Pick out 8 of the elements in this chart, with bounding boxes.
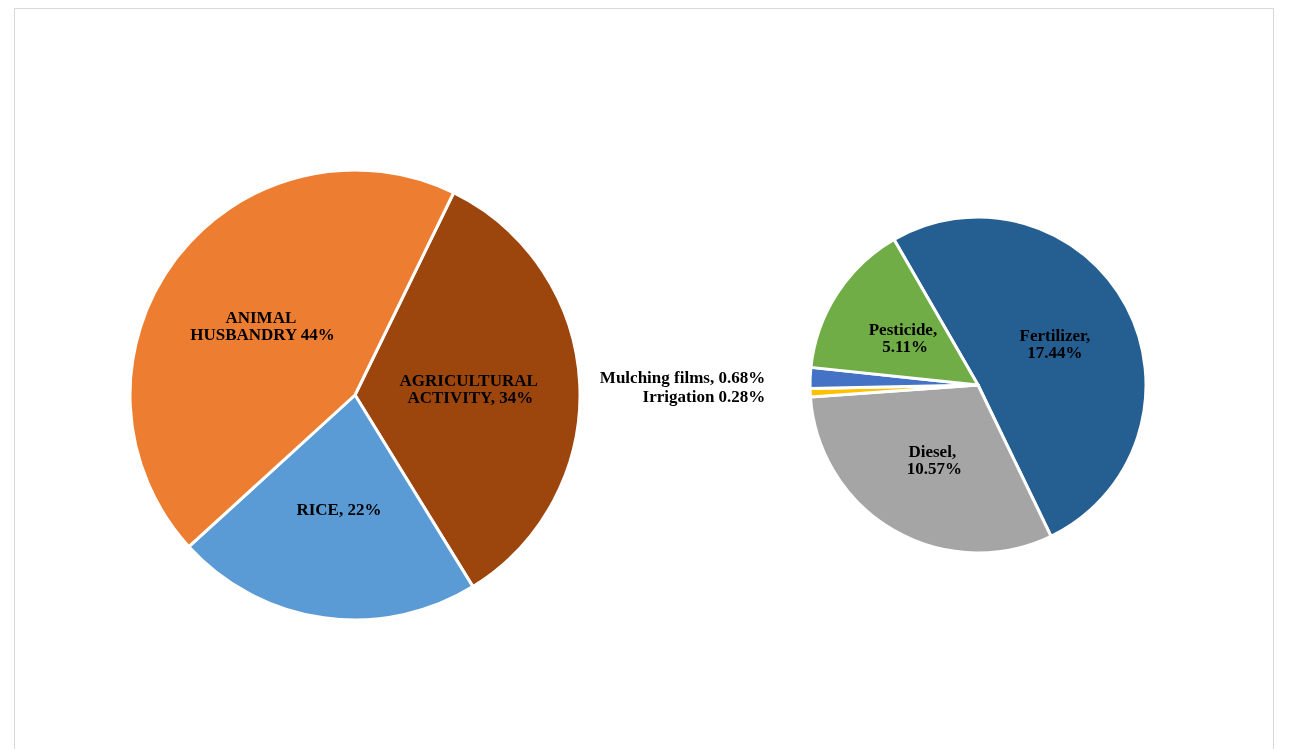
slice-label: Mulching films, 0.68% <box>599 367 766 387</box>
slice-label: Irrigation 0.28% <box>642 386 766 406</box>
slice-label: Pesticide, 5.11% <box>868 319 942 356</box>
slice-label: RICE, 22% <box>296 499 382 519</box>
slice-label: Diesel, 10.57% <box>906 442 963 479</box>
slice-label: ANIMAL HUSBANDRY 44% <box>190 307 335 344</box>
slice-label: Fertilizer,17.44% <box>1019 326 1091 363</box>
slice-label: AGRICULTURAL ACTIVITY, 34% <box>399 371 542 408</box>
